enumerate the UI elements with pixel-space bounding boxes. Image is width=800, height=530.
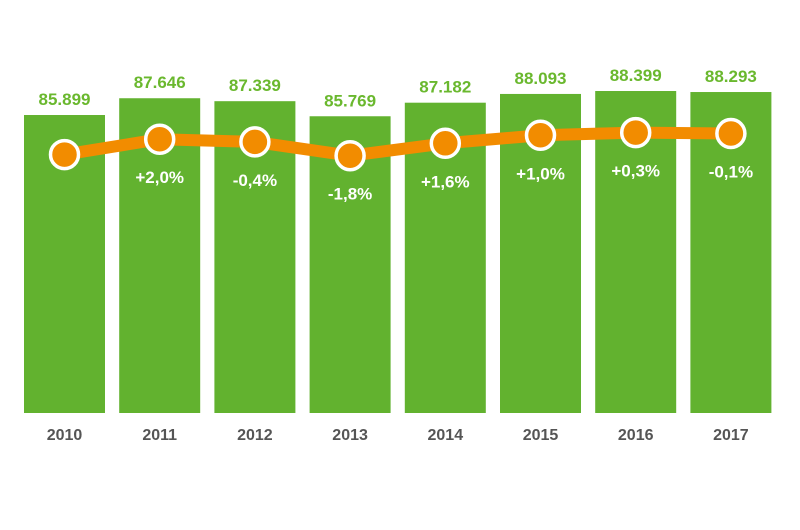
value-label: 88.399 bbox=[610, 66, 662, 85]
x-tick-label: 2012 bbox=[237, 427, 273, 444]
x-tick-label: 2011 bbox=[142, 427, 177, 444]
value-label: 88.093 bbox=[515, 69, 567, 88]
change-label: -1,8% bbox=[328, 185, 372, 204]
line-point bbox=[143, 123, 176, 155]
value-label: 85.899 bbox=[39, 90, 91, 109]
value-label: 85.769 bbox=[324, 91, 376, 110]
value-label: 87.646 bbox=[134, 73, 186, 92]
change-label: -0,4% bbox=[233, 171, 277, 190]
x-tick-label: 2017 bbox=[713, 427, 749, 444]
change-label: +2,0% bbox=[135, 168, 184, 187]
change-label: -0,1% bbox=[709, 163, 753, 182]
x-tick-label: 2013 bbox=[332, 427, 368, 444]
value-label: 88.293 bbox=[705, 67, 757, 86]
x-tick-label: 2016 bbox=[618, 427, 654, 444]
change-label: +1,6% bbox=[421, 172, 470, 191]
value-label: 87.182 bbox=[419, 78, 471, 97]
line-point bbox=[334, 139, 366, 172]
line-point bbox=[619, 116, 652, 149]
value-label: 87.339 bbox=[229, 76, 281, 95]
line-point bbox=[239, 126, 271, 158]
x-tick-label: 2014 bbox=[428, 427, 464, 444]
x-tick-label: 2015 bbox=[523, 427, 559, 444]
change-label: +1,0% bbox=[516, 164, 565, 183]
line-point bbox=[715, 117, 747, 150]
line-point bbox=[429, 127, 462, 160]
x-tick-label: 2010 bbox=[47, 427, 83, 444]
line-point bbox=[48, 138, 81, 171]
change-label: +0,3% bbox=[611, 162, 660, 181]
line-point bbox=[524, 119, 557, 152]
change-line bbox=[63, 126, 731, 162]
